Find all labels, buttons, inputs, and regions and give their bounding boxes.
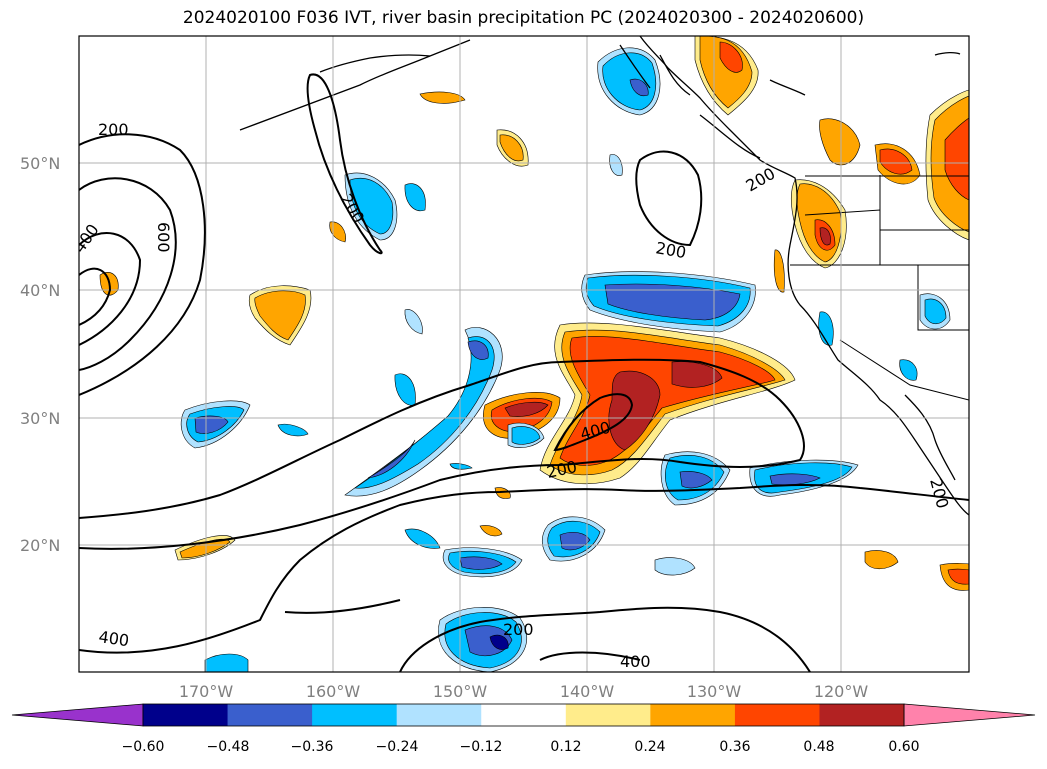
colorbar-segment xyxy=(227,704,313,726)
longitude-labels: 170°W 160°W 150°W 140°W 130°W 120°W xyxy=(179,682,869,701)
colorbar-tick: 0.12 xyxy=(550,739,581,755)
colorbar-frame xyxy=(142,703,905,727)
map-title: 2024020100 F036 IVT, river basin precipi… xyxy=(182,8,865,28)
latitude-labels: 50°N 40°N 30°N 20°N xyxy=(20,154,60,555)
lon-label-150w: 150°W xyxy=(433,682,488,701)
contour-label-200: 200 xyxy=(503,620,534,639)
colorbar-tick: 0.60 xyxy=(888,739,919,755)
lon-label-140w: 140°W xyxy=(560,682,615,701)
colorbar-segment xyxy=(565,704,651,726)
contour-label-400: 400 xyxy=(620,652,651,671)
colorbar-tick: −0.36 xyxy=(291,739,334,755)
colorbar-extend-low xyxy=(11,703,144,727)
lat-label-20n: 20°N xyxy=(20,536,60,555)
map-frame xyxy=(78,35,970,673)
colorbar-tick: −0.60 xyxy=(122,739,165,755)
colorbar-segment xyxy=(734,704,820,726)
colorbar-extend-high xyxy=(903,703,1036,727)
contour-label-200: 200 xyxy=(98,120,129,139)
graticule xyxy=(79,36,969,672)
lat-label-50n: 50°N xyxy=(20,154,60,173)
lat-label-40n: 40°N xyxy=(20,281,60,300)
colorbar-segment xyxy=(143,704,229,726)
colorbar-segment xyxy=(396,704,482,726)
lon-label-170w: 170°W xyxy=(179,682,234,701)
colorbar-tick-labels: −0.60 −0.48 −0.36 −0.24 −0.12 0.12 0.24 … xyxy=(122,739,920,755)
colorbar-segment xyxy=(819,704,905,726)
lon-label-130w: 130°W xyxy=(687,682,742,701)
colorbar-tick: 0.36 xyxy=(719,739,750,755)
lon-label-160w: 160°W xyxy=(306,682,361,701)
colorbar xyxy=(11,703,1036,727)
contour-label-400: 400 xyxy=(97,627,130,650)
political-borders xyxy=(790,175,969,401)
colorbar-tick: −0.24 xyxy=(376,739,419,755)
colorbar-tick: −0.48 xyxy=(207,739,250,755)
colorbar-segment xyxy=(312,704,398,726)
lon-label-120w: 120°W xyxy=(814,682,869,701)
colorbar-tick: 0.48 xyxy=(803,739,834,755)
map-area: 200 200 400 600 200 200 200 400 200 200 … xyxy=(79,36,969,672)
colorbar-tick: 0.24 xyxy=(634,739,665,755)
ivt-contours xyxy=(79,73,969,672)
colorbar-tick: −0.12 xyxy=(460,739,503,755)
lat-label-30n: 30°N xyxy=(20,409,60,428)
colorbar-segment xyxy=(650,704,736,726)
contour-label-600: 600 xyxy=(154,222,173,253)
colorbar-segment xyxy=(481,704,567,726)
